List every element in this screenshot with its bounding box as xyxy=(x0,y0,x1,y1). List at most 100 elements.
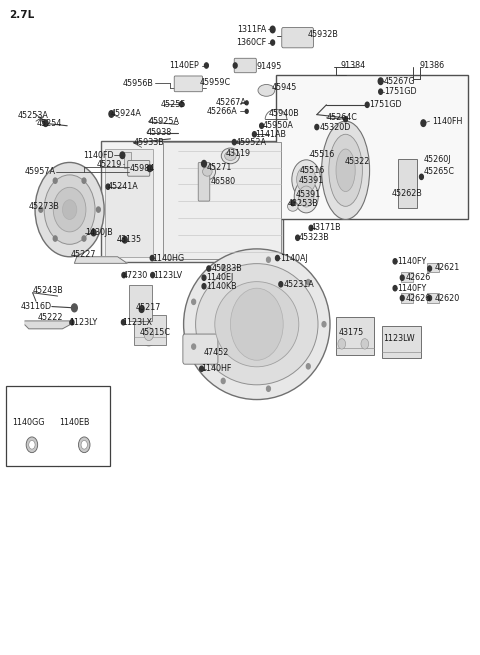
Ellipse shape xyxy=(329,134,362,206)
Text: 45938: 45938 xyxy=(146,128,172,138)
Text: 2.7L: 2.7L xyxy=(9,10,34,20)
Text: 45391: 45391 xyxy=(295,190,321,199)
Circle shape xyxy=(393,259,397,264)
Circle shape xyxy=(72,304,77,312)
FancyBboxPatch shape xyxy=(183,334,218,364)
Ellipse shape xyxy=(203,167,212,176)
FancyBboxPatch shape xyxy=(282,28,313,48)
Text: 45984: 45984 xyxy=(130,164,155,174)
Circle shape xyxy=(29,440,35,449)
Circle shape xyxy=(151,272,155,278)
Text: 45924A: 45924A xyxy=(110,109,141,119)
Circle shape xyxy=(81,440,87,449)
Circle shape xyxy=(53,187,86,232)
Circle shape xyxy=(299,186,314,207)
Text: 1140AJ: 1140AJ xyxy=(280,253,308,263)
Bar xyxy=(101,141,283,262)
Circle shape xyxy=(421,120,426,126)
Circle shape xyxy=(428,266,432,271)
Ellipse shape xyxy=(258,84,275,96)
Polygon shape xyxy=(25,321,70,329)
Circle shape xyxy=(221,265,225,270)
Circle shape xyxy=(296,235,300,240)
Text: 45925A: 45925A xyxy=(149,117,180,126)
Ellipse shape xyxy=(288,202,298,211)
Text: 45266A: 45266A xyxy=(206,107,237,116)
Circle shape xyxy=(147,165,152,172)
Text: 45959C: 45959C xyxy=(199,78,230,87)
Circle shape xyxy=(82,178,86,183)
Circle shape xyxy=(202,275,206,280)
Text: 45260J: 45260J xyxy=(423,155,451,164)
Circle shape xyxy=(180,102,183,107)
Text: 1123LW: 1123LW xyxy=(383,334,415,343)
Bar xyxy=(427,293,439,303)
Text: 45932B: 45932B xyxy=(307,29,338,39)
Circle shape xyxy=(53,178,57,183)
Circle shape xyxy=(279,282,283,287)
Text: 45231A: 45231A xyxy=(283,280,314,289)
Text: 1140KB: 1140KB xyxy=(206,282,237,291)
Text: 45265C: 45265C xyxy=(423,167,455,176)
Circle shape xyxy=(291,200,295,206)
Text: 45255: 45255 xyxy=(161,100,186,109)
Bar xyxy=(134,315,166,345)
Text: 43175: 43175 xyxy=(338,328,364,337)
Text: 45322: 45322 xyxy=(345,157,370,166)
Text: 1311FA: 1311FA xyxy=(237,25,266,34)
Circle shape xyxy=(122,272,126,278)
Circle shape xyxy=(26,437,37,453)
Circle shape xyxy=(420,174,423,179)
Circle shape xyxy=(292,160,321,199)
Text: 1751GD: 1751GD xyxy=(384,87,417,96)
Circle shape xyxy=(428,295,432,301)
Text: 45950A: 45950A xyxy=(263,121,294,130)
Text: 1140EB: 1140EB xyxy=(59,418,90,427)
Bar xyxy=(163,142,281,259)
Circle shape xyxy=(96,207,100,212)
Polygon shape xyxy=(74,257,127,263)
Circle shape xyxy=(276,255,279,261)
Text: 45262B: 45262B xyxy=(391,189,422,198)
Circle shape xyxy=(43,120,48,126)
Text: 45283B: 45283B xyxy=(211,264,242,273)
Text: 46580: 46580 xyxy=(210,177,235,186)
Circle shape xyxy=(400,295,404,301)
Text: 45267G: 45267G xyxy=(384,77,416,86)
Text: 45241A: 45241A xyxy=(108,182,139,191)
FancyBboxPatch shape xyxy=(174,76,203,92)
Bar xyxy=(336,317,374,355)
Circle shape xyxy=(400,275,404,280)
Ellipse shape xyxy=(221,148,240,164)
Text: 1123LX: 1123LX xyxy=(122,318,153,327)
Text: 91495: 91495 xyxy=(256,62,281,71)
Text: 1140HF: 1140HF xyxy=(202,364,232,373)
Text: 42621: 42621 xyxy=(434,263,460,272)
Text: 42620: 42620 xyxy=(434,293,460,303)
Bar xyxy=(124,152,131,168)
Circle shape xyxy=(233,63,237,68)
Circle shape xyxy=(378,78,383,84)
Text: 45516: 45516 xyxy=(300,166,325,176)
Text: 1430JB: 1430JB xyxy=(85,228,113,237)
Bar xyxy=(427,263,439,272)
Circle shape xyxy=(245,101,248,105)
Circle shape xyxy=(393,286,397,291)
Ellipse shape xyxy=(336,149,355,192)
Circle shape xyxy=(62,200,77,219)
Circle shape xyxy=(91,229,96,236)
Text: 42626: 42626 xyxy=(406,293,431,303)
Text: 1123LY: 1123LY xyxy=(70,318,98,327)
Text: 1140EJ: 1140EJ xyxy=(206,273,234,282)
Text: 1360CF: 1360CF xyxy=(236,38,266,47)
FancyBboxPatch shape xyxy=(128,160,150,176)
Circle shape xyxy=(44,175,95,244)
Circle shape xyxy=(306,280,310,285)
Circle shape xyxy=(306,364,310,369)
Text: 45264C: 45264C xyxy=(326,113,357,122)
Ellipse shape xyxy=(196,264,318,385)
Circle shape xyxy=(270,26,275,33)
Circle shape xyxy=(266,386,270,391)
Text: 45940B: 45940B xyxy=(269,109,300,119)
Circle shape xyxy=(139,306,144,312)
